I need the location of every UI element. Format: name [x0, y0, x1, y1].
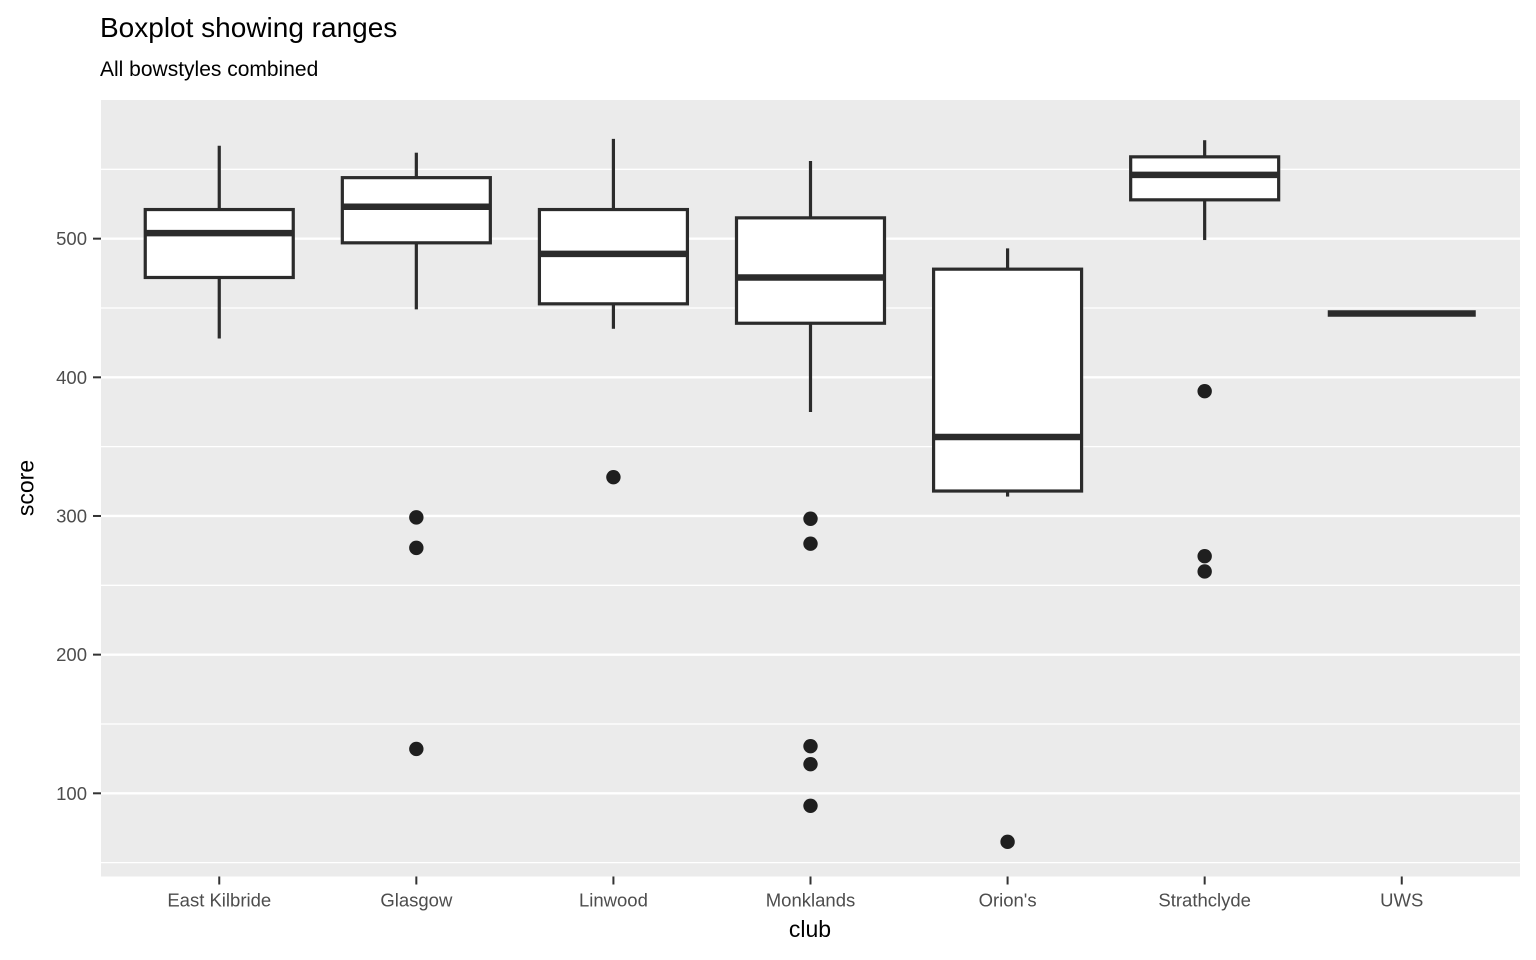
iqr-box [734, 216, 887, 325]
y-tick-label: 400 [56, 367, 87, 388]
iqr-box [1129, 155, 1281, 202]
boxplot-orion-s [931, 248, 1084, 850]
y-tick-label: 500 [56, 228, 87, 249]
iqr-box [143, 207, 295, 280]
outlier-point [803, 798, 818, 813]
outlier-point [409, 510, 424, 525]
y-tick-label: 300 [56, 505, 87, 526]
outlier-point [1000, 834, 1015, 850]
iqr-box [931, 267, 1084, 493]
y-tick-label: 100 [56, 783, 87, 804]
outlier-point [409, 540, 424, 556]
x-tick-label: Glasgow [380, 890, 453, 911]
x-tick-label: UWS [1380, 890, 1423, 911]
boxplot-east-kilbride [143, 145, 295, 339]
outlier-point [803, 511, 818, 526]
outlier-point [606, 469, 621, 485]
y-axis-title: score [12, 459, 39, 517]
outlier-point [803, 738, 818, 754]
x-axis-title: club [788, 916, 832, 942]
outlier-point [1197, 383, 1212, 399]
outlier-point [803, 536, 818, 551]
x-tick-label: Strathclyde [1158, 890, 1251, 911]
boxplot-glasgow [340, 152, 492, 757]
chart-title: Boxplot showing ranges [100, 12, 398, 43]
outlier-point [409, 741, 424, 757]
x-tick-label: Orion's [979, 890, 1037, 911]
iqr-box [340, 176, 492, 245]
boxplot-linwood [537, 138, 690, 485]
chart-subtitle: All bowstyles combined [100, 58, 319, 81]
x-tick-label: East Kilbride [167, 890, 271, 911]
outlier-point [1197, 548, 1212, 564]
boxplot-strathclyde [1129, 140, 1281, 579]
y-tick-label: 200 [56, 644, 87, 665]
x-tick-label: Linwood [579, 890, 648, 911]
boxplot-monklands [734, 161, 887, 813]
x-tick-label: Monklands [766, 890, 855, 911]
outlier-point [1197, 564, 1212, 579]
outlier-point [803, 756, 818, 772]
